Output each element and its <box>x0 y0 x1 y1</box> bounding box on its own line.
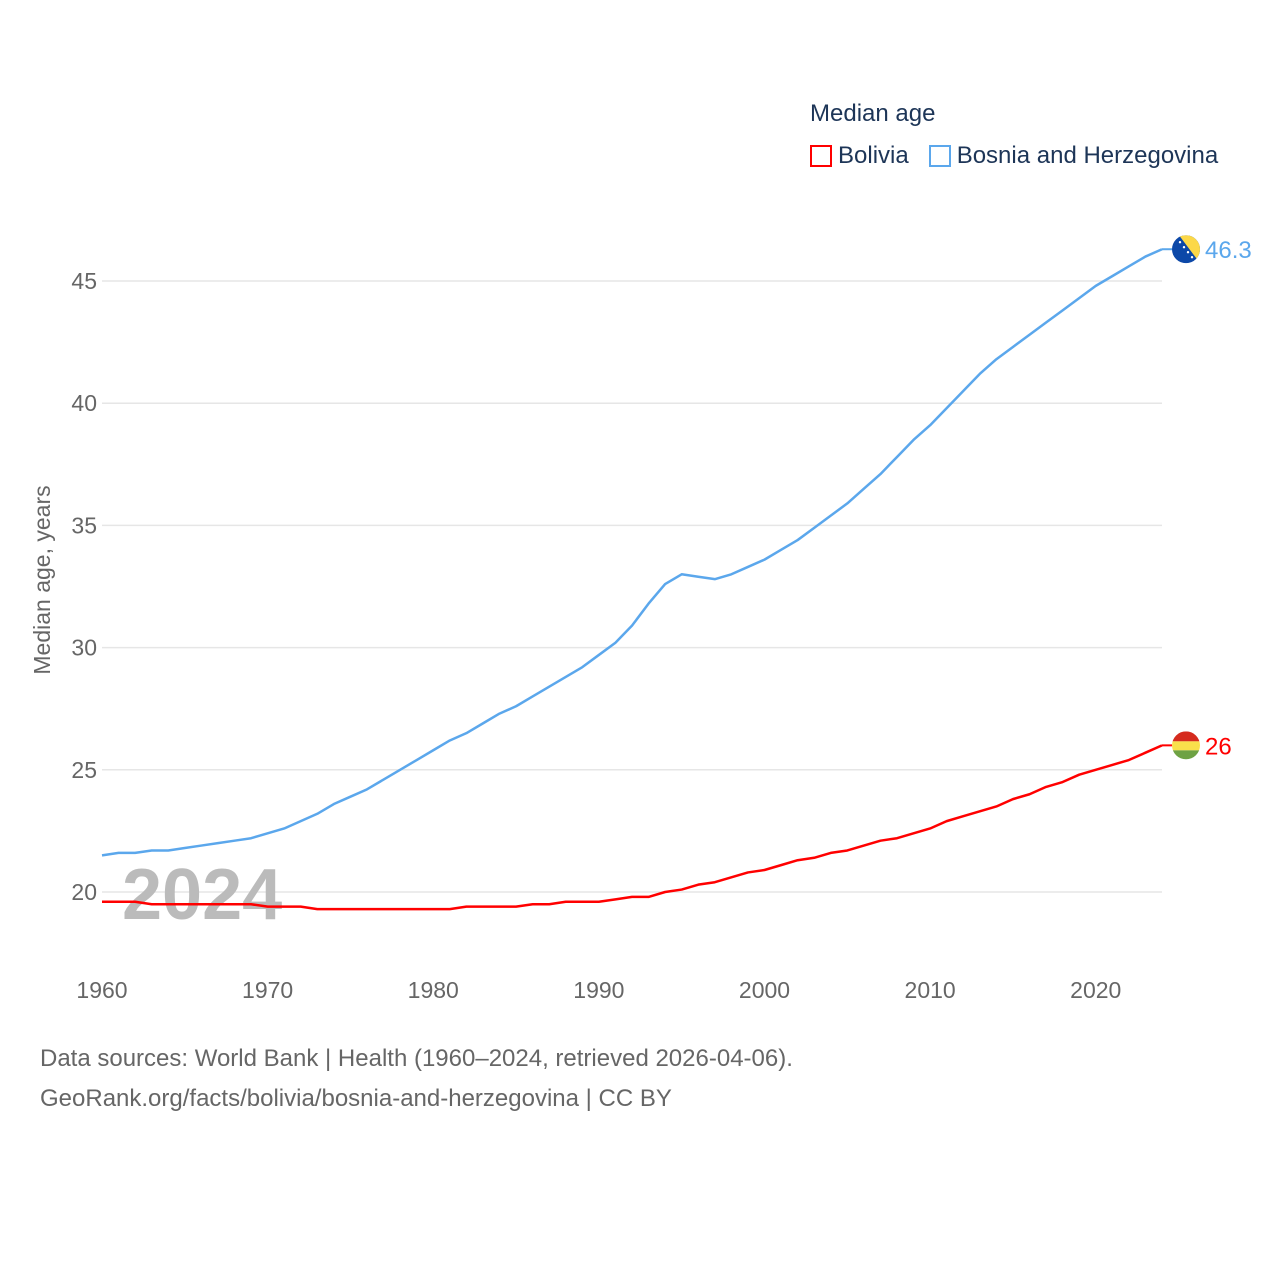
end-value-label: 26 <box>1205 733 1232 760</box>
series-line-bolivia <box>102 744 1163 911</box>
flag-star <box>1182 246 1186 249</box>
legend-label: Bolivia <box>838 142 909 169</box>
series-line-bosnia <box>101 248 1163 857</box>
flag-triangle <box>1179 235 1200 264</box>
flag-star <box>1186 251 1190 254</box>
flag-star <box>1174 236 1178 239</box>
flag-body <box>1172 731 1200 760</box>
y-axis-label: Median age, years <box>29 485 55 674</box>
y-tick-label: 45 <box>71 268 97 294</box>
y-tick-label: 40 <box>71 390 97 416</box>
legend-title: Median age <box>810 100 936 127</box>
legend-item-bolivia[interactable]: Bolivia <box>810 142 909 170</box>
flag-stripe-red <box>1172 731 1200 742</box>
y-tick-label: 20 <box>71 879 97 905</box>
legend-swatch-bolivia <box>810 145 832 167</box>
legend: Bolivia Bosnia and Herzegovina <box>810 142 1218 170</box>
x-tick-label: 1990 <box>573 977 624 1003</box>
flag-star <box>1194 261 1198 264</box>
x-tick-label: 1960 <box>76 977 127 1003</box>
flag-star <box>1178 241 1182 244</box>
flag-stripe-green <box>1172 750 1200 760</box>
y-tick-label: 35 <box>71 512 97 538</box>
end-value-label: 46.3 <box>1205 237 1252 264</box>
x-tick-label: 2020 <box>1070 977 1121 1003</box>
y-tick-label: 30 <box>71 635 97 661</box>
x-tick-label: 2010 <box>905 977 956 1003</box>
legend-swatch-bosnia <box>928 145 951 167</box>
flag-stripe-yellow <box>1172 741 1200 751</box>
flag-bosnia-icon <box>1172 235 1200 264</box>
x-tick-label: 1980 <box>408 977 459 1003</box>
x-tick-label: 2000 <box>739 977 790 1003</box>
y-tick-label: 25 <box>71 757 97 783</box>
year-watermark: 2024 <box>122 855 282 935</box>
legend-item-bosnia[interactable]: Bosnia and Herzegovina <box>928 142 1219 170</box>
source-url[interactable]: GeoRank.org/facts/bolivia/bosnia-and-her… <box>40 1085 672 1112</box>
x-tick-label: 1970 <box>242 977 293 1003</box>
flag-bolivia-icon <box>1172 731 1200 760</box>
source-line: Data sources: World Bank | Health (1960–… <box>40 1045 793 1072</box>
flag-star <box>1190 256 1194 259</box>
flag-body <box>1172 235 1200 264</box>
legend-label: Bosnia and Herzegovina <box>956 142 1219 169</box>
